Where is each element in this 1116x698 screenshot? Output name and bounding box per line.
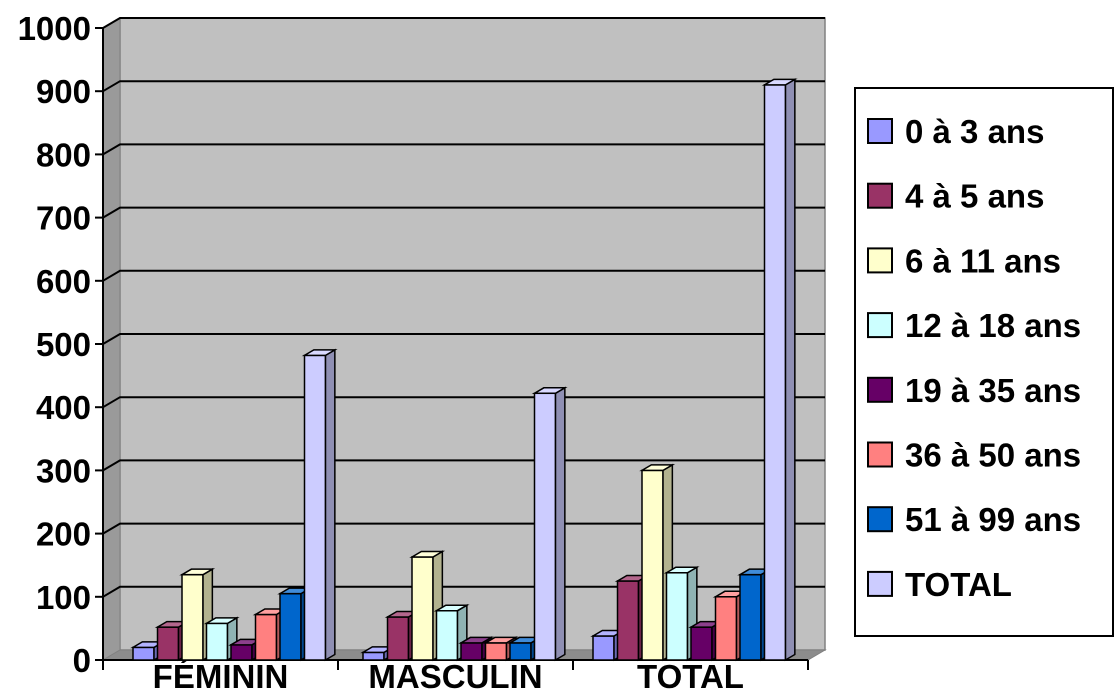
bar-front <box>156 626 180 661</box>
bar-top <box>433 604 470 612</box>
gridline <box>102 143 825 156</box>
legend-label: TOTAL <box>905 566 1012 603</box>
bar <box>761 78 798 662</box>
bar-front <box>411 556 434 661</box>
bar <box>433 603 470 662</box>
bar-side <box>554 386 566 662</box>
bar-front <box>714 596 738 661</box>
legend: 0 à 3 ans 4 à 5 ans 6 à 11 ans 12 à 18 ans 1… <box>854 87 1114 637</box>
bars <box>130 78 798 662</box>
bar-side <box>324 348 336 662</box>
y-tick-label: 0 <box>73 642 91 679</box>
bar-front <box>460 642 483 661</box>
bar-top <box>203 617 240 625</box>
bar <box>179 567 216 662</box>
bar-front <box>739 573 762 661</box>
gridline <box>102 585 825 598</box>
legend-swatch <box>867 506 893 533</box>
bar <box>531 386 568 662</box>
legend-swatch <box>867 247 893 274</box>
bar <box>301 348 338 662</box>
bar-top <box>761 78 798 86</box>
bar-front <box>181 573 204 661</box>
bar-front <box>205 622 229 661</box>
gridline <box>102 269 825 282</box>
y-tick-label: 200 <box>36 516 91 553</box>
bar-top <box>531 387 568 395</box>
y-tick-label: 300 <box>36 452 91 489</box>
legend-swatch <box>867 441 893 468</box>
bar-top <box>179 568 216 576</box>
bar-front <box>616 580 640 661</box>
bar-front <box>592 635 615 661</box>
bar-front <box>641 469 664 661</box>
gridline <box>102 396 825 409</box>
bar-front <box>386 616 410 661</box>
x-tick-label: TOTAL <box>637 658 744 693</box>
legend-label: 6 à 11 ans <box>905 242 1061 279</box>
bar-front <box>533 392 557 661</box>
bar-side <box>784 78 796 662</box>
bar-front <box>132 646 155 661</box>
legend-swatch <box>867 182 893 209</box>
y-tick-label: 500 <box>36 326 91 363</box>
legend-label: 51 à 99 ans <box>905 501 1081 538</box>
bar-top <box>409 550 446 558</box>
legend-box <box>854 87 1114 637</box>
legend-swatch <box>867 376 893 403</box>
bar-front <box>435 609 459 661</box>
plot-area <box>101 17 827 661</box>
bar-front <box>230 644 253 661</box>
legend-label: 36 à 50 ans <box>905 437 1081 474</box>
x-tick-label: FÉMININ <box>153 658 289 693</box>
bar <box>639 463 676 662</box>
bar-front <box>484 642 508 661</box>
bar-front <box>362 651 385 661</box>
bar-front <box>254 613 278 661</box>
legend-label: 19 à 35 ans <box>905 372 1081 409</box>
bar-top <box>301 349 338 357</box>
bar-top <box>663 566 700 574</box>
gridline <box>102 17 825 29</box>
bar-front <box>509 642 532 661</box>
axes: 0 100 200 300 400 500 600 700 800 900 1000 FÉMININ M… <box>18 10 809 695</box>
y-tick-label: 1000 <box>18 10 91 47</box>
y-tick-label: 800 <box>36 136 91 173</box>
y-tick-label: 900 <box>36 73 91 110</box>
x-tick-label: MASCULIN <box>368 658 542 693</box>
legend-label: 0 à 3 ans <box>905 113 1044 150</box>
y-tick-label: 100 <box>36 579 91 616</box>
legend-swatch <box>867 312 893 339</box>
y-tick-label: 400 <box>36 389 91 426</box>
gridline <box>102 206 825 219</box>
bar-front <box>763 84 787 661</box>
bar-front <box>690 626 713 661</box>
bar-top <box>639 464 676 472</box>
legend-swatch <box>867 570 893 597</box>
bar <box>203 616 240 662</box>
gridline <box>102 333 825 345</box>
gridline <box>102 80 825 93</box>
bar-front <box>303 354 327 661</box>
y-tick-label: 600 <box>36 263 91 300</box>
legend-label: 12 à 18 ans <box>905 307 1081 344</box>
y-tick-label: 700 <box>36 200 91 237</box>
bar-front <box>665 572 689 661</box>
bar-top <box>482 636 519 644</box>
bar-top <box>458 636 495 644</box>
legend-swatch <box>867 118 893 144</box>
gridline <box>102 522 825 535</box>
legend-label: 4 à 5 ans <box>905 178 1044 215</box>
bar-front <box>279 592 302 661</box>
gridline <box>102 459 825 472</box>
